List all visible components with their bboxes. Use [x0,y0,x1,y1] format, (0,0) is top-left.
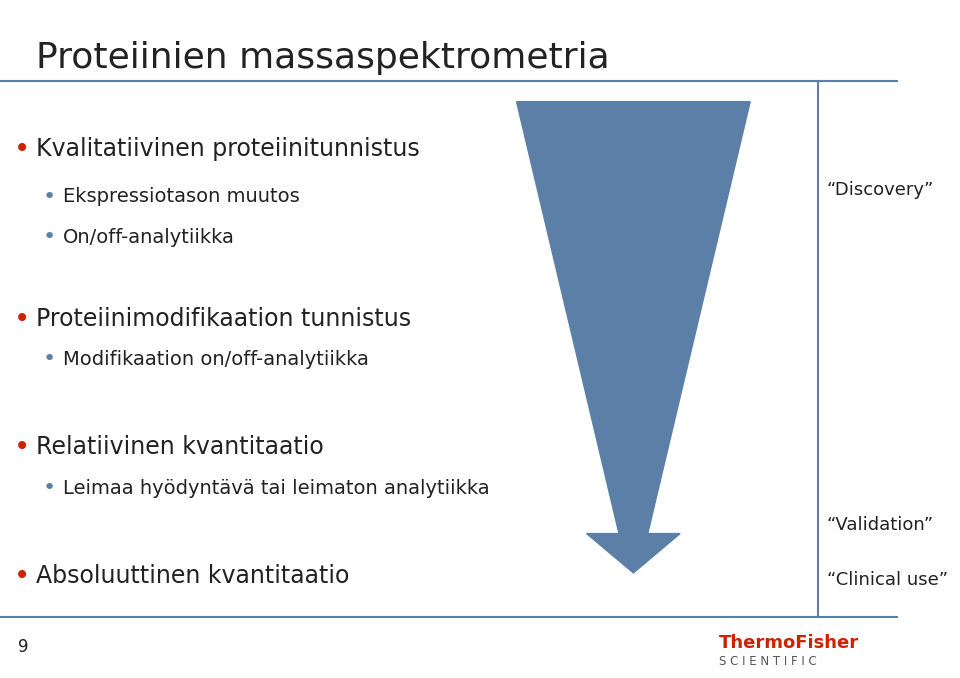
Text: S C I E N T I F I C: S C I E N T I F I C [719,655,816,669]
Text: “Clinical use”: “Clinical use” [827,571,948,589]
Text: Leimaa hyödyntävä tai leimaton analytiikka: Leimaa hyödyntävä tai leimaton analytiik… [63,479,490,498]
Text: On/off-analytiikka: On/off-analytiikka [63,228,235,247]
Text: •: • [13,304,30,333]
Text: Ekspressiotason muutos: Ekspressiotason muutos [63,187,300,206]
Text: Relatiivinen kvantitaatio: Relatiivinen kvantitaatio [36,435,324,460]
Text: •: • [43,227,57,247]
Text: ThermoFisher: ThermoFisher [719,634,859,652]
Text: Proteiinimodifikaation tunnistus: Proteiinimodifikaation tunnistus [36,306,411,331]
Text: “Discovery”: “Discovery” [827,181,934,199]
Text: •: • [13,433,30,462]
Text: Proteiinien massaspektrometria: Proteiinien massaspektrometria [36,41,610,75]
Text: •: • [43,349,57,370]
Text: •: • [13,135,30,163]
Text: •: • [43,186,57,207]
Text: “Validation”: “Validation” [827,517,934,534]
Polygon shape [516,102,750,534]
Text: 9: 9 [18,639,29,656]
Text: Absoluuttinen kvantitaatio: Absoluuttinen kvantitaatio [36,564,349,589]
Text: •: • [43,478,57,498]
Text: Kvalitatiivinen proteiinitunnistus: Kvalitatiivinen proteiinitunnistus [36,137,420,161]
Polygon shape [587,534,680,573]
Text: •: • [13,562,30,591]
Text: Modifikaation on/off-analytiikka: Modifikaation on/off-analytiikka [63,350,369,369]
